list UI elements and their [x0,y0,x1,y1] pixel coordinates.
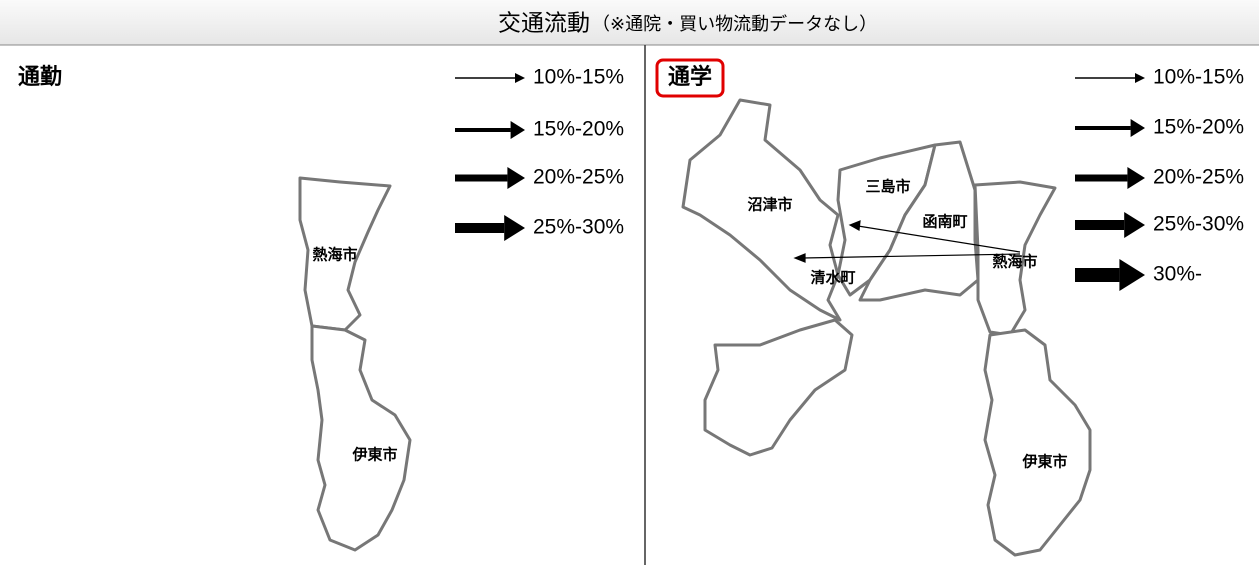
legend-arrow-head [1130,119,1145,137]
legend-arrow-head [1127,167,1145,189]
legend-arrow-shaft [455,128,511,132]
legend-label: 25%-30% [533,216,624,239]
place-label: 函南町 [922,213,967,231]
legend-arrow-head [507,167,525,189]
legend-label: 10%-15% [1153,66,1244,89]
place-label: 伊東市 [1021,453,1067,471]
flow-arrows [793,220,1021,263]
legend-label: 15%-20% [1153,116,1244,139]
legend-arrow-head [504,215,525,241]
place-label: 清水町 [810,269,855,287]
legend-arrow-shaft [455,174,508,182]
legend-arrow-shaft [1075,268,1120,282]
legend-arrow-head [1135,73,1145,83]
place-label: 沼津市 [747,196,792,214]
legend-arrow-shaft [455,223,505,233]
legend-arrow-shaft [1075,174,1128,182]
legend-arrow-head [515,73,525,83]
legend-arrow-head [510,121,525,139]
header-title: 交通流動 [498,11,590,37]
legend-label: 30%- [1153,263,1202,286]
header-bar [0,0,1259,45]
legend-arrow-shaft [1075,220,1125,230]
place-label: 熱海市 [992,253,1037,271]
title-highlight [655,58,725,98]
place-label: 伊東市 [351,446,397,464]
panel-title: 通勤 [18,64,62,90]
header-note: （※通院・買い物流動データなし） [592,14,877,35]
place-label: 三島市 [865,178,910,196]
legend-arrow-shaft [455,77,515,79]
legend-arrow-head [1124,212,1145,238]
legends: 10%-15% 15%-20% 20%-25% 25%-30% 10%-15% 15%-2… [455,66,1244,291]
legend-arrow-head [1119,259,1145,291]
legend-label: 20%-25% [533,166,624,189]
legend-arrow-shaft [1075,77,1135,79]
legend-arrow-shaft [1075,126,1131,130]
legend-label: 25%-30% [1153,213,1244,236]
right-map [681,98,1092,557]
panel-title: 通学 [668,64,712,90]
left-map [298,176,412,552]
legend-label: 15%-20% [533,118,624,141]
legend-label: 10%-15% [533,66,624,89]
place-label: 熱海市 [312,246,357,264]
legend-label: 20%-25% [1153,166,1244,189]
